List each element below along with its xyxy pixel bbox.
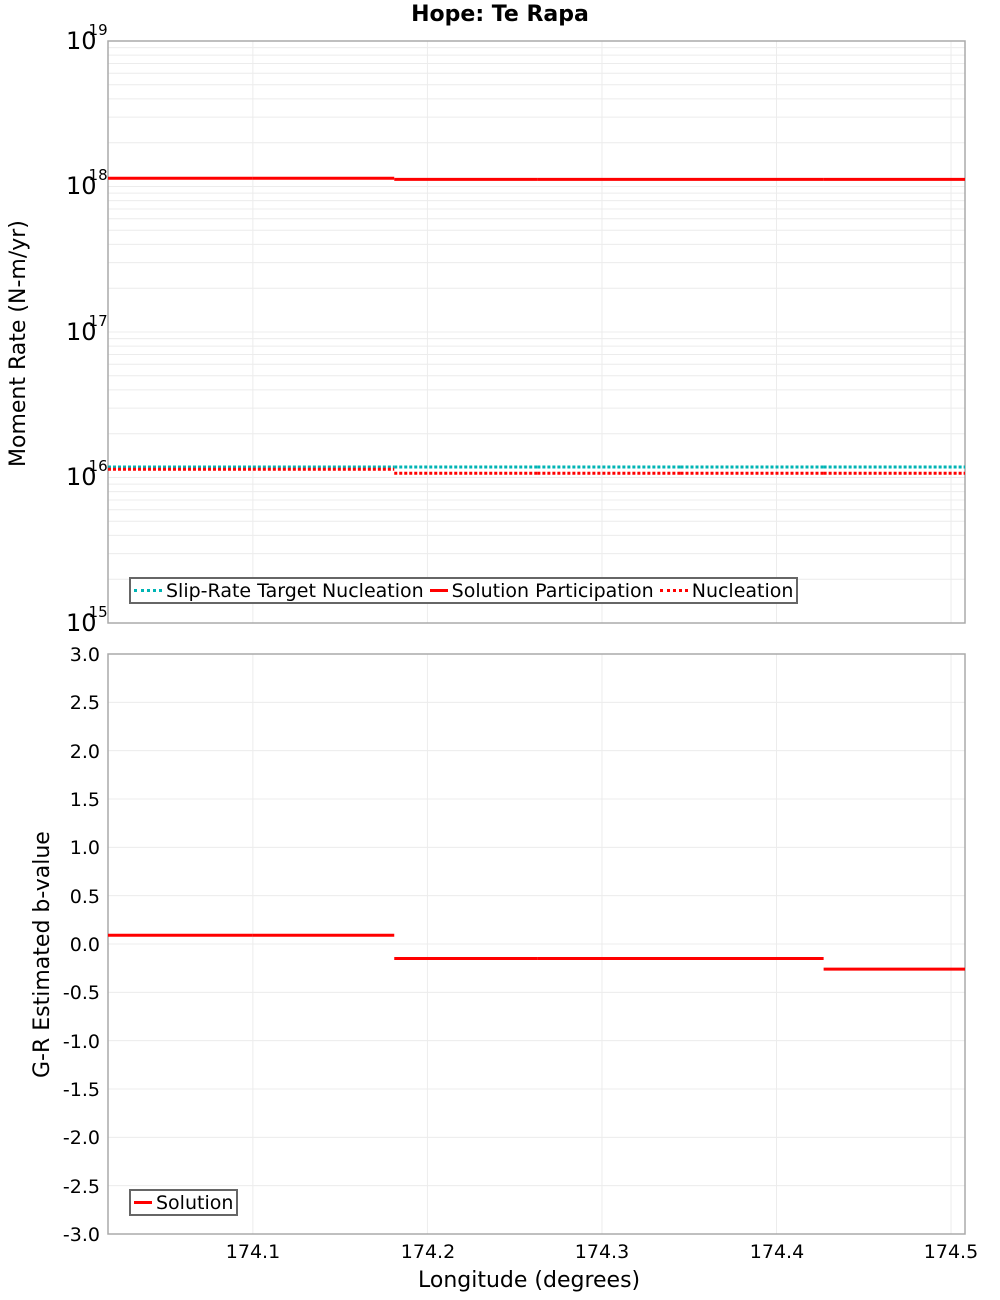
top-ytick-19: 1019 bbox=[66, 21, 108, 55]
solid-red-line-icon bbox=[134, 1201, 152, 1204]
top-ytick-17: 1017 bbox=[66, 312, 108, 346]
bottom-ytick: -1.5 bbox=[62, 1079, 100, 1101]
bottom-plot-frame bbox=[107, 653, 966, 1235]
legend-item-solution-participation: Solution Participation bbox=[429, 580, 654, 602]
top-y-axis-label: Moment Rate (N-m/yr) bbox=[6, 220, 31, 467]
x-axis-label: Longitude (degrees) bbox=[418, 1268, 641, 1293]
xtick: 174.2 bbox=[400, 1241, 456, 1263]
legend-item-nucleation: Nucleation bbox=[659, 580, 793, 602]
bottom-ytick: 2.0 bbox=[69, 741, 100, 763]
bottom-ytick: -1.0 bbox=[62, 1031, 100, 1053]
xtick: 174.3 bbox=[574, 1241, 630, 1263]
dotted-cyan-line-icon bbox=[134, 589, 162, 592]
top-ytick-16: 1016 bbox=[66, 457, 108, 491]
xtick: 174.4 bbox=[749, 1241, 805, 1263]
bottom-ytick: -2.5 bbox=[62, 1176, 100, 1198]
bottom-ytick: -3.0 bbox=[62, 1224, 100, 1246]
bottom-ytick: -0.5 bbox=[62, 982, 100, 1004]
bottom-ytick: 3.0 bbox=[69, 644, 100, 666]
chart-title: Hope: Te Rapa bbox=[411, 2, 589, 27]
bottom-ytick: 0.0 bbox=[69, 934, 100, 956]
bottom-ytick: 1.5 bbox=[69, 789, 100, 811]
xtick: 174.5 bbox=[923, 1241, 979, 1263]
top-legend: Slip-Rate Target Nucleation Solution Par… bbox=[129, 577, 799, 604]
solid-red-line-icon bbox=[429, 589, 448, 592]
legend-item-solution: Solution bbox=[134, 1192, 233, 1214]
bottom-legend: Solution bbox=[129, 1189, 239, 1216]
bottom-ytick: 2.5 bbox=[69, 692, 100, 714]
dotted-red-line-icon bbox=[659, 589, 688, 592]
bottom-ytick: 0.5 bbox=[69, 886, 100, 908]
xtick: 174.1 bbox=[225, 1241, 281, 1263]
top-ytick-15: 1015 bbox=[66, 603, 108, 637]
bottom-ytick: 1.0 bbox=[69, 837, 100, 859]
legend-item-slip-rate-target: Slip-Rate Target Nucleation bbox=[134, 580, 424, 602]
top-plot-frame bbox=[107, 40, 966, 624]
top-ytick-18: 1018 bbox=[66, 166, 108, 200]
bottom-ytick: -2.0 bbox=[62, 1127, 100, 1149]
